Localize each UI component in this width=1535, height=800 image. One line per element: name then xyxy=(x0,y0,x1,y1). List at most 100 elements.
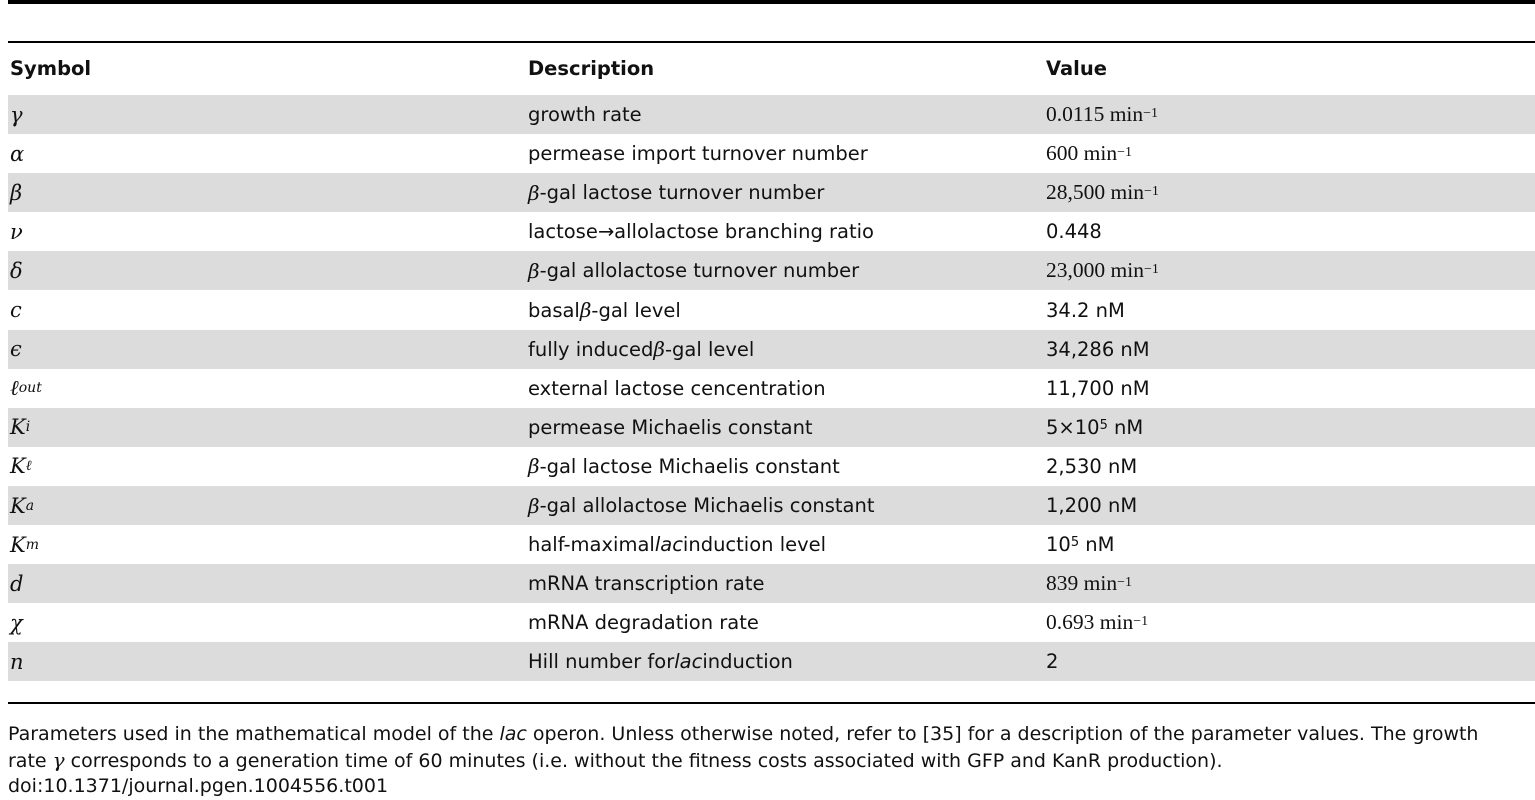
value-superscript: −1 xyxy=(1117,145,1132,161)
symbol-subscript: m xyxy=(25,536,39,553)
value-text: 600 min−1 xyxy=(1046,141,1132,166)
description-text: -gal lactose Michaelis constant xyxy=(539,454,840,478)
symbol-text: ℓ xyxy=(10,375,19,400)
cell-description: mRNA transcription rate xyxy=(528,564,765,603)
caption-gamma: γ xyxy=(52,747,65,772)
table-row: χ mRNA degradation rate 0.693 min−1 xyxy=(8,603,1535,642)
cell-value: 839 min−1 xyxy=(1046,564,1132,603)
symbol-text: K xyxy=(10,454,26,479)
description-prefix: basal xyxy=(528,298,580,322)
header-description: Description xyxy=(528,56,655,80)
cell-description: fully induced β -gal level xyxy=(528,330,754,369)
cell-symbol: ℓ out xyxy=(10,369,42,408)
value-unit: nM xyxy=(1107,415,1144,439)
cell-symbol: β xyxy=(10,173,22,212)
symbol-text: K xyxy=(10,532,26,557)
table-row: c basal β -gal level 34.2 nM xyxy=(8,291,1535,330)
cell-value: 0.448 xyxy=(1046,212,1102,251)
cell-value: 28,500 min−1 xyxy=(1046,173,1159,212)
symbol-text: K xyxy=(10,493,26,518)
table-row: ν lactose→allolactose branching ratio 0.44… xyxy=(8,212,1535,251)
value-number: 600 min xyxy=(1046,141,1118,166)
caption-part1: Parameters used in the mathematical mode… xyxy=(8,723,500,745)
cell-value: 11,700 nM xyxy=(1046,369,1150,408)
value-number: 10 xyxy=(1046,533,1071,557)
cell-symbol: α xyxy=(10,134,24,173)
value-number: 28,500 min xyxy=(1046,180,1144,205)
value-text: 34.2 nM xyxy=(1046,299,1125,322)
value-superscript: −1 xyxy=(1143,262,1159,278)
description-text: permease Michaelis constant xyxy=(528,415,813,439)
cell-symbol: ν xyxy=(10,212,23,251)
cell-symbol: χ xyxy=(10,603,23,642)
cell-value: 34,286 nM xyxy=(1046,330,1150,369)
description-greek: β xyxy=(579,298,592,323)
cell-symbol: ϵ xyxy=(10,330,22,369)
value-text: 0.0115 min−1 xyxy=(1046,102,1158,127)
caption-text: Parameters used in the mathematical mode… xyxy=(8,722,1508,774)
description-text: mRNA degradation rate xyxy=(528,611,759,635)
cell-value: 0.693 min−1 xyxy=(1046,603,1148,642)
symbol-subscript: a xyxy=(25,497,35,514)
table-top-rule xyxy=(8,0,1535,4)
cell-value: 1,200 nM xyxy=(1046,486,1137,525)
value-text: 2,530 nM xyxy=(1046,455,1137,478)
table-row: ϵ fully induced β -gal level 34,286 nM xyxy=(8,329,1535,369)
table-row: δ β -gal allolactose turnover number 23,000… xyxy=(8,251,1535,291)
symbol-text: α xyxy=(10,141,25,166)
description-text: -gal allolactose Michaelis constant xyxy=(539,494,875,518)
value-number: 1,200 nM xyxy=(1046,494,1138,518)
caption-doi: doi:10.1371/journal.pgen.1004556.t001 xyxy=(8,775,389,797)
table-bottom-rule xyxy=(8,702,1535,704)
value-number: 2 xyxy=(1046,650,1059,674)
cell-description: permease Michaelis constant xyxy=(528,408,813,447)
symbol-subscript: i xyxy=(25,419,31,436)
cell-description: mRNA degradation rate xyxy=(528,603,759,642)
description-text: -gal level xyxy=(664,337,755,361)
description-text: Hill number for xyxy=(528,650,675,674)
caption-lac: lac xyxy=(499,723,527,745)
cell-value: 0.0115 min−1 xyxy=(1046,95,1158,134)
value-text: 5×105 nM xyxy=(1046,416,1143,439)
caption-part2: operon. Unless otherwise noted, refer to… xyxy=(8,723,1479,772)
value-number: 23,000 min xyxy=(1046,258,1144,283)
cell-value: 23,000 min−1 xyxy=(1046,251,1159,290)
value-number: 0.448 xyxy=(1046,220,1102,244)
value-superscript: 5 xyxy=(1070,535,1080,551)
symbol-text: c xyxy=(10,298,22,323)
value-text: 839 min−1 xyxy=(1046,571,1132,596)
cell-value: 2,530 nM xyxy=(1046,447,1137,486)
cell-description: lactose→allolactose branching ratio xyxy=(528,212,874,251)
description-text: -gal allolactose turnover number xyxy=(539,259,860,283)
cell-value: 2 xyxy=(1046,642,1058,681)
symbol-text: d xyxy=(10,571,24,596)
value-number: 34.2 nM xyxy=(1046,298,1125,322)
cell-symbol: n xyxy=(10,642,24,681)
cell-description: half-maximal lac induction level xyxy=(528,525,826,564)
description-text: half-maximal xyxy=(528,533,655,557)
cell-description: growth rate xyxy=(528,95,642,134)
cell-value: 5×105 nM xyxy=(1046,408,1143,447)
description-text: external lactose cencentration xyxy=(528,376,826,400)
caption-part3: corresponds to a generation time of 60 m… xyxy=(64,749,1223,772)
cell-description: Hill number for lac induction xyxy=(528,642,793,681)
value-superscript: −1 xyxy=(1133,614,1149,630)
cell-symbol: γ xyxy=(10,95,23,134)
value-superscript: 5 xyxy=(1099,417,1108,433)
cell-value: 105 nM xyxy=(1046,525,1115,564)
value-superscript: −1 xyxy=(1143,106,1159,122)
table-row: β β -gal lactose turnover number 28,500 min… xyxy=(8,173,1535,213)
description-italic: lac xyxy=(654,533,683,557)
value-number: 839 min xyxy=(1046,571,1118,596)
symbol-text: K xyxy=(10,415,26,440)
cell-symbol: c xyxy=(10,291,22,330)
symbol-text: ϵ xyxy=(10,337,22,362)
header-value: Value xyxy=(1046,56,1107,80)
cell-value: 34.2 nM xyxy=(1046,291,1125,330)
